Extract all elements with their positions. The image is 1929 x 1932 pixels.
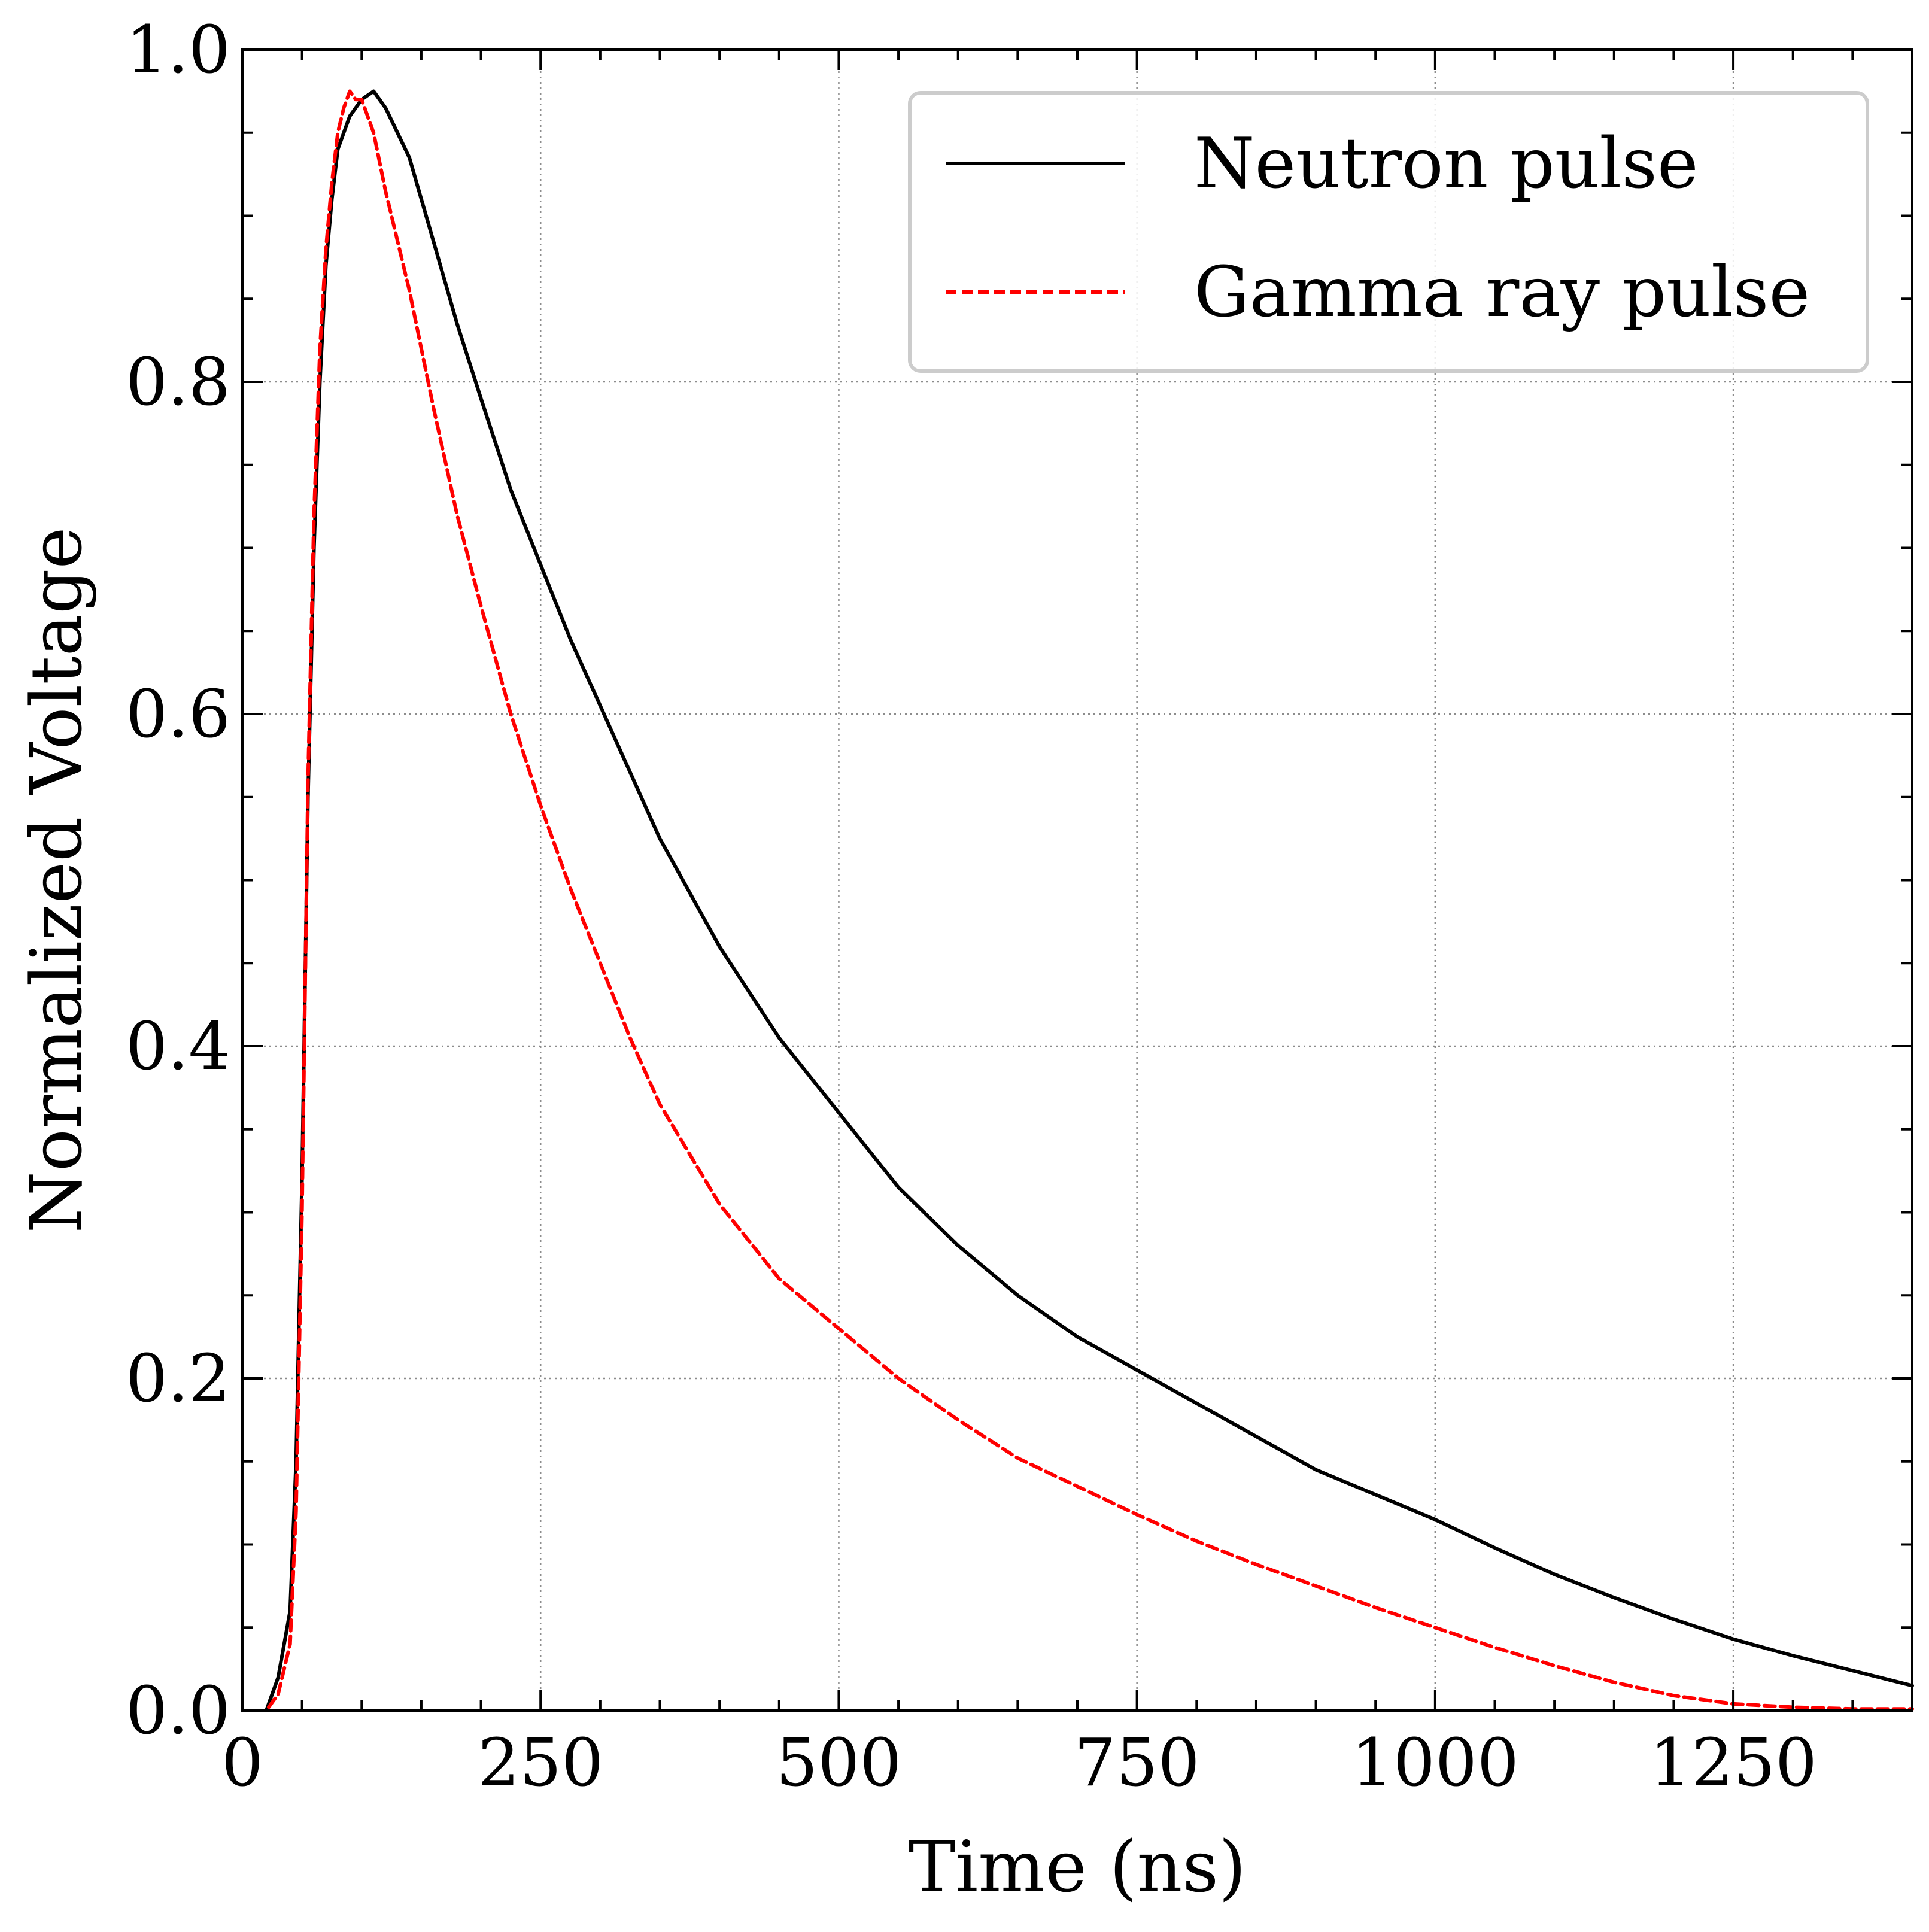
legend-label-neutron: Neutron pulse bbox=[1194, 123, 1699, 204]
grid bbox=[242, 50, 1912, 1711]
x-tick-label: 1250 bbox=[1649, 1724, 1817, 1801]
y-axis-title: Normalized Voltage bbox=[15, 527, 98, 1234]
axis-ticks bbox=[241, 48, 1913, 1712]
x-tick-label: 750 bbox=[1074, 1724, 1200, 1801]
x-tick-label: 250 bbox=[478, 1724, 603, 1801]
legend-label-gamma: Gamma ray pulse bbox=[1194, 252, 1810, 333]
legend-box bbox=[908, 91, 1869, 373]
y-tick-label: 0.6 bbox=[126, 676, 230, 752]
y-tick-label: 0.4 bbox=[126, 1008, 230, 1085]
x-tick-label: 500 bbox=[776, 1724, 901, 1801]
y-tick-label: 0.0 bbox=[126, 1672, 230, 1749]
legend: Neutron pulse Gamma ray pulse bbox=[908, 91, 1869, 373]
x-tick-label: 0 bbox=[221, 1724, 263, 1801]
series-line-gamma bbox=[252, 89, 1914, 1712]
x-tick-label: 1000 bbox=[1351, 1724, 1519, 1801]
x-axis-title: Time (ns) bbox=[909, 1825, 1246, 1908]
y-tick-label: 0.2 bbox=[126, 1340, 230, 1417]
y-tick-label: 1.0 bbox=[126, 11, 230, 88]
series-layer bbox=[252, 89, 1914, 1712]
y-tick-label: 0.8 bbox=[126, 344, 230, 420]
y-tick-labels: 0.0 0.2 0.4 0.6 0.8 1.0 bbox=[126, 11, 230, 1749]
x-tick-labels: 0 250 500 750 1000 1250 bbox=[221, 1724, 1817, 1801]
